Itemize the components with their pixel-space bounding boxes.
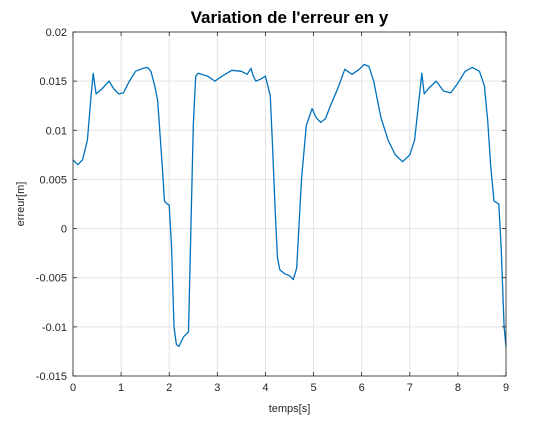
x-tick-label: 3 <box>214 382 220 394</box>
x-tick-label: 4 <box>262 382 268 394</box>
x-tick-label: 6 <box>359 382 365 394</box>
x-tick-label: 9 <box>503 382 509 394</box>
y-tick-label: 0.005 <box>39 174 67 186</box>
y-tick-labels: -0.015 -0.01 -0.005 0 0.005 0.01 0.015 0.02 <box>36 27 67 383</box>
y-tick-label: 0.01 <box>46 125 67 137</box>
axes-box <box>72 31 507 377</box>
series-line <box>72 63 507 348</box>
y-tick-label: -0.015 <box>36 371 67 383</box>
y-tick-label: 0 <box>61 224 67 236</box>
chart-title: Variation de l'erreur en y <box>191 8 389 27</box>
x-tick-label: 0 <box>70 382 76 394</box>
y-tick-label: -0.005 <box>36 273 67 285</box>
x-tick-label: 2 <box>166 382 172 394</box>
y-axis-label: erreur[m] <box>15 182 27 227</box>
y-tick-label: 0.015 <box>39 76 67 88</box>
x-tick-label: 8 <box>455 382 461 394</box>
axes-background <box>73 32 506 376</box>
series-group <box>72 63 507 348</box>
tick-marks <box>72 31 507 377</box>
y-tick-label: 0.02 <box>46 27 67 39</box>
x-tick-label: 5 <box>310 382 316 394</box>
x-tick-label: 7 <box>407 382 413 394</box>
x-axis-label: temps[s] <box>269 403 311 415</box>
x-tick-label: 1 <box>118 382 124 394</box>
x-tick-labels: 0 1 2 3 4 5 6 7 8 9 <box>70 382 509 394</box>
y-tick-label: -0.01 <box>42 322 67 334</box>
